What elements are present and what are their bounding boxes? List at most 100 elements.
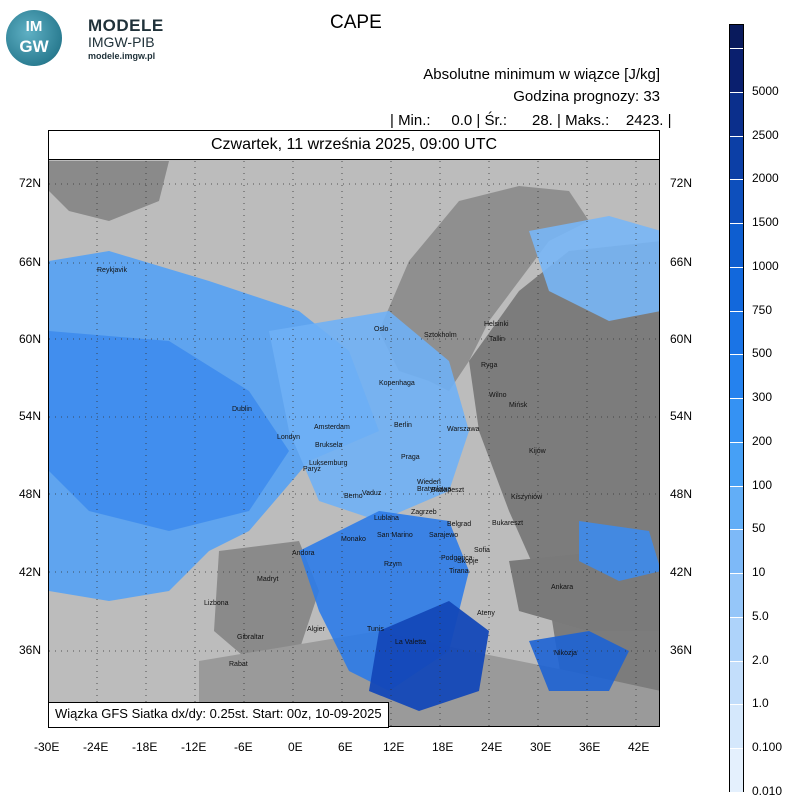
city-label: Ateny	[477, 610, 495, 617]
lon-label: -6E	[234, 740, 253, 754]
colorbar-segment	[730, 530, 743, 575]
colorbar-segment	[730, 49, 743, 93]
colorbar-segment	[730, 311, 743, 356]
lon-label: 30E	[530, 740, 552, 754]
colorbar-label: 1.0	[752, 696, 769, 711]
city-label: Nikozja	[554, 650, 577, 657]
colorbar-segment	[730, 617, 743, 662]
city-label: Amsterdam	[314, 424, 350, 431]
map-gridlines	[49, 161, 659, 726]
city-label: Vaduz	[362, 490, 382, 497]
colorbar-segment	[730, 705, 743, 750]
city-label: Sarajewo	[429, 532, 458, 539]
city-label: Andora	[292, 550, 315, 557]
greenland-land	[49, 161, 169, 221]
lon-label: 36E	[579, 740, 601, 754]
atlantic-cape-core	[49, 331, 289, 531]
imgw-logo: IM GW MODELE IMGW-PIB modele.imgw.pl	[6, 8, 176, 66]
colorbar-label: 2500	[752, 127, 779, 142]
lat-label: 66N	[19, 255, 42, 269]
colorbar-label: 750	[752, 302, 773, 317]
city-label: Madryt	[257, 576, 278, 583]
colorbar-label: 50	[752, 521, 766, 536]
colorbar	[729, 24, 744, 793]
lat-label: 72N	[19, 176, 42, 190]
city-label: Monako	[341, 536, 366, 543]
logo-url[interactable]: modele.imgw.pl	[88, 51, 156, 61]
lon-label: 18E	[432, 740, 454, 754]
lon-label: -18E	[132, 740, 158, 754]
ionian-cape-max	[369, 601, 489, 711]
colorbar-label: 200	[752, 433, 773, 448]
city-label: Paryż	[303, 466, 321, 473]
city-label: Rabat	[229, 661, 248, 668]
colorbar-label: 300	[752, 390, 773, 405]
colorbar-segment	[730, 25, 743, 49]
model-attribution: Wiązka GFS Siatka dx/dy: 0.25st. Start: …	[48, 702, 389, 728]
colorbar-label: 1000	[752, 258, 779, 273]
colorbar-segment	[730, 267, 743, 312]
valid-time-banner: Czwartek, 11 września 2025, 09:00 UTC	[48, 130, 660, 160]
city-label: Kopenhaga	[379, 380, 415, 387]
colorbar-label: 100	[752, 477, 773, 492]
lat-label: 54N	[19, 409, 42, 423]
colorbar-label: 5000	[752, 83, 779, 98]
city-label: Podgorica	[441, 555, 473, 562]
colorbar-segment	[730, 180, 743, 225]
city-label: Rzym	[384, 561, 402, 568]
city-label: Tirana	[449, 568, 469, 575]
city-label: Sofia	[474, 547, 490, 554]
cape-map: Reykjavik Oslo Sztokholm Helsinki Tallin…	[48, 130, 660, 727]
city-labels: Reykjavik Oslo Sztokholm Helsinki Tallin…	[97, 267, 577, 668]
colorbar-label: 5.0	[752, 608, 769, 623]
city-label: Reykjavik	[97, 267, 127, 274]
logo-org: IMGW-PIB	[88, 34, 155, 50]
colorbar-segment	[730, 224, 743, 268]
badge-line1: IM	[25, 18, 43, 35]
lat-label: 36N	[19, 643, 42, 657]
colorbar-segment	[730, 92, 743, 137]
page-title: CAPE	[330, 12, 382, 33]
colorbar-label: 0.100	[752, 740, 783, 755]
colorbar-label: 2000	[752, 171, 779, 186]
city-label: Tunis	[367, 626, 384, 633]
city-label: Skopje	[457, 558, 479, 565]
city-label: Dublin	[232, 406, 252, 413]
city-label: Wilno	[489, 392, 507, 399]
lat-label: 48N	[670, 487, 693, 501]
lon-label: -12E	[181, 740, 207, 754]
lat-label: 36N	[670, 643, 693, 657]
city-label: Bruksela	[315, 442, 342, 449]
lon-label: 6E	[338, 740, 353, 754]
lon-label: -24E	[83, 740, 109, 754]
city-label: Zagrzeb	[411, 509, 437, 516]
city-label: Algier	[307, 626, 326, 633]
city-label: Praga	[401, 454, 420, 461]
map-canvas: Reykjavik Oslo Sztokholm Helsinki Tallin…	[49, 131, 659, 726]
city-label: Tallin	[489, 336, 505, 343]
forecast-hour: Godzina prognozy: 33	[513, 88, 660, 105]
lat-label: 54N	[670, 409, 693, 423]
city-label: Londyn	[277, 434, 300, 441]
colorbar-label: 0.010	[752, 784, 783, 798]
colorbar-segment	[730, 486, 743, 531]
colorbar-segment	[730, 399, 743, 443]
colorbar-label: 500	[752, 346, 773, 361]
imgw-badge: IM GW	[6, 10, 62, 66]
colorbar-segment	[730, 355, 743, 400]
field-description: Absolutne minimum w wiązce [J/kg]	[423, 66, 660, 83]
colorbar-label: 1500	[752, 215, 779, 230]
city-label: Sztokholm	[424, 332, 457, 339]
lon-label: 0E	[288, 740, 303, 754]
lat-label: 42N	[19, 565, 42, 579]
city-label: Ankara	[551, 584, 573, 591]
city-label: Berno	[344, 493, 363, 500]
lat-label: 48N	[19, 487, 42, 501]
city-label: Helsinki	[484, 321, 509, 328]
city-label: Oslo	[374, 326, 389, 333]
city-label: Lublana	[374, 515, 399, 522]
lon-label: 24E	[481, 740, 503, 754]
baltic-cape-field	[529, 216, 659, 321]
colorbar-segment	[730, 136, 743, 181]
city-label: Kiszyniów	[511, 494, 543, 501]
